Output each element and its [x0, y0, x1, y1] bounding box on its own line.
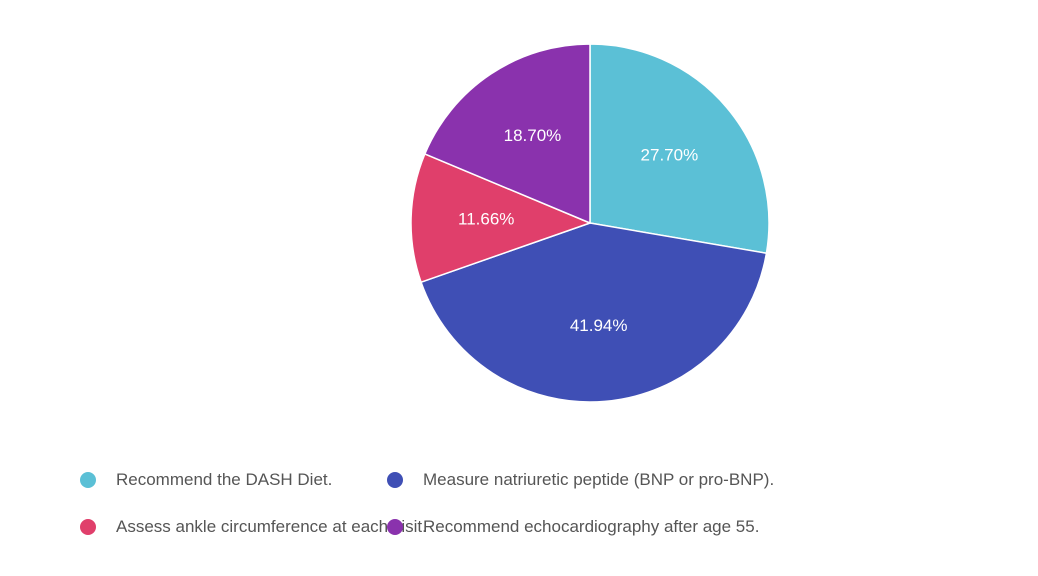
- chart-legend: Recommend the DASH Diet. Measure natriur…: [80, 470, 980, 537]
- legend-item-echocardiography[interactable]: Recommend echocardiography after age 55.: [387, 517, 980, 537]
- legend-item-dash-diet[interactable]: Recommend the DASH Diet.: [80, 470, 387, 490]
- pie-data-labels: 27.70% 41.94% 11.66% 18.70%: [458, 126, 698, 335]
- slice-data-label: 27.70%: [641, 146, 699, 165]
- slice-ankle-circumference[interactable]: [410, 152, 593, 284]
- legend-marker: [387, 472, 403, 488]
- slice-data-label: 41.94%: [570, 316, 628, 335]
- legend-marker: [387, 519, 403, 535]
- slice-dash-diet[interactable]: [589, 43, 770, 255]
- pie-chart-svg: 27.70% 41.94% 11.66% 18.70%: [410, 43, 770, 403]
- legend-label: Recommend the DASH Diet.: [116, 470, 333, 489]
- legend-item-natriuretic-peptide[interactable]: Measure natriuretic peptide (BNP or pro-…: [387, 470, 980, 490]
- slice-data-label: 11.66%: [458, 209, 514, 228]
- slice-data-label: 18.70%: [504, 126, 562, 145]
- pie-slices: [410, 43, 770, 403]
- slice-natriuretic-peptide[interactable]: [420, 222, 768, 403]
- legend-label: Recommend echocardiography after age 55.: [423, 517, 760, 536]
- legend-label: Assess ankle circumference at each visit…: [116, 517, 427, 536]
- pie-chart: 27.70% 41.94% 11.66% 18.70%: [410, 43, 770, 403]
- legend-item-ankle-circumference[interactable]: Assess ankle circumference at each visit…: [80, 517, 427, 537]
- legend-marker: [80, 472, 96, 488]
- legend-label: Measure natriuretic peptide (BNP or pro-…: [423, 470, 775, 489]
- legend-marker: [80, 519, 96, 535]
- slice-echocardiography[interactable]: [423, 43, 591, 225]
